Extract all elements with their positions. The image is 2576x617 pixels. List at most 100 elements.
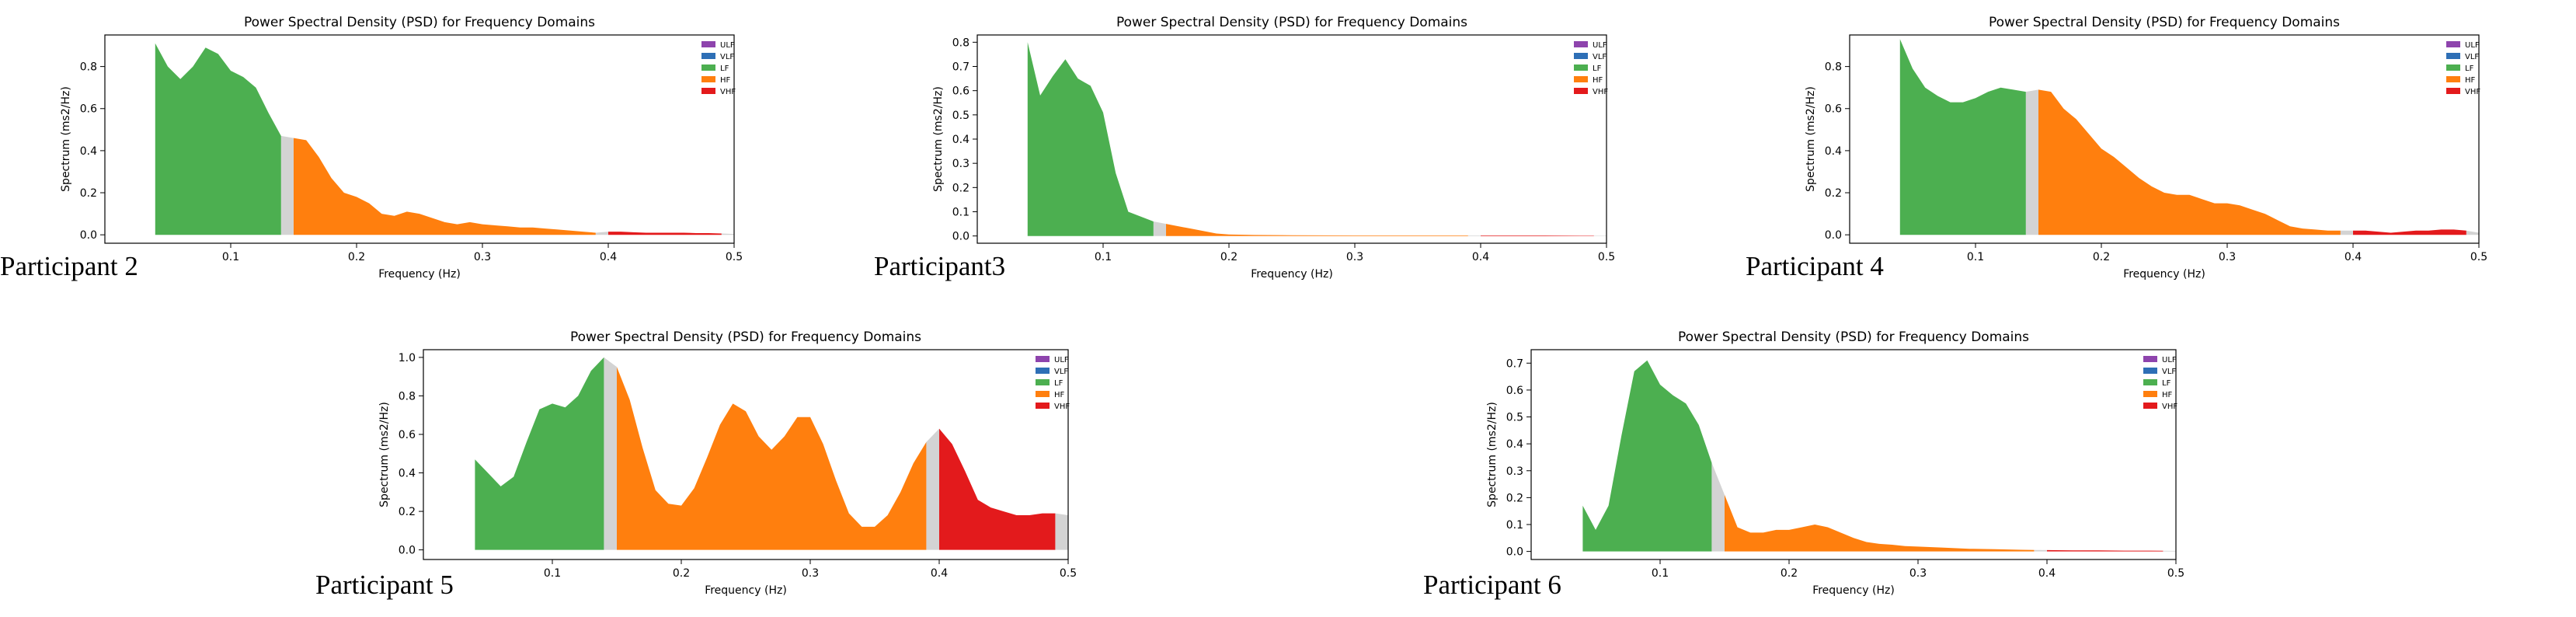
y-tick-label: 0.3: [952, 158, 969, 170]
gap-area-3: [2163, 550, 2176, 552]
axes-frame: [1849, 34, 2480, 244]
x-tick-label: 0.5: [1598, 251, 1615, 263]
legend-label-lf: LF: [2465, 64, 2474, 73]
x-tick-label: 0.3: [2219, 251, 2236, 263]
axes-frame: [423, 349, 1069, 560]
psd-chart-2: 0.1 0.2 0.3 0.4 0.5 0.0 0.1 0.2 0.3 0.4 0.5 0.6 0.7 0…: [932, 15, 1615, 281]
y-tick-label: 0.2: [399, 506, 416, 518]
participant-label-3: Participant3: [874, 251, 1006, 281]
x-axis-label: Frequency (Hz): [705, 584, 787, 597]
y-tick-label: 0.1: [1506, 519, 1523, 532]
x-tick-label: 0.1: [1095, 251, 1112, 263]
participant-label-6: Participant 6: [1423, 570, 1561, 600]
legend-label-vlf: VLF: [2465, 53, 2479, 61]
legend-label-lf: LF: [720, 64, 729, 73]
legend-label-vhf: VHF: [2162, 403, 2177, 411]
x-axis-label: Frequency (Hz): [1812, 584, 1895, 597]
y-tick-label: 0.3: [1506, 465, 1523, 478]
x-tick-label: 0.1: [1967, 251, 1984, 263]
x-tick-label: 0.2: [348, 251, 365, 263]
x-tick-label: 0.5: [1060, 567, 1077, 580]
x-tick-label: 0.4: [2345, 251, 2362, 263]
vhf-band-area: [939, 428, 1056, 550]
x-tick-label: 0.1: [222, 251, 239, 263]
y-tick-label: 0.6: [952, 85, 969, 98]
legend-swatch-vlf: [1574, 53, 1588, 59]
lf-band-area: [475, 357, 604, 550]
y-tick-label: 0.7: [1506, 357, 1523, 370]
y-tick-label: 0.4: [952, 134, 969, 146]
legend-swatch-vlf: [701, 53, 715, 59]
legend: ULF VLF LF HF VHF: [2143, 356, 2177, 411]
legend: ULF VLF LF HF VHF: [701, 41, 736, 96]
x-tick-label: 0.1: [1652, 567, 1669, 580]
y-tick-label: 1.0: [399, 352, 416, 364]
gap-area-1: [2025, 89, 2038, 235]
legend-swatch-hf: [2446, 76, 2460, 82]
x-axis-label: Frequency (Hz): [2123, 268, 2205, 281]
legend-swatch-ulf: [701, 41, 715, 47]
x-tick-label: 0.1: [544, 567, 561, 580]
legend-swatch-vhf: [701, 88, 715, 94]
x-tick-label: 0.3: [1346, 251, 1363, 263]
participant-label-2: Participant 2: [0, 251, 138, 281]
legend-swatch-hf: [1574, 76, 1588, 82]
y-tick-label: 0.0: [952, 231, 969, 243]
x-axis-label: Frequency (Hz): [1251, 268, 1333, 281]
legend-swatch-lf: [701, 64, 715, 71]
gap-area-3: [721, 233, 734, 235]
gap-area-2: [1467, 235, 1481, 236]
gap-area-1: [604, 357, 617, 550]
chart-title: Power Spectral Density (PSD) for Frequen…: [1678, 329, 2029, 345]
y-tick-label: 0.0: [1506, 546, 1523, 559]
legend-label-vhf: VHF: [1054, 403, 1070, 411]
x-tick-label: 0.3: [1909, 567, 1927, 580]
y-tick-label: 0.0: [80, 229, 97, 242]
x-tick-label: 0.4: [600, 251, 617, 263]
lf-band-area: [1899, 39, 2026, 235]
legend-label-ulf: ULF: [1054, 356, 1069, 364]
x-tick-label: 0.3: [474, 251, 491, 263]
legend-swatch-hf: [701, 76, 715, 82]
lf-band-area: [1027, 42, 1154, 236]
y-tick-label: 0.6: [1825, 103, 1842, 116]
y-tick-label: 0.8: [399, 390, 416, 403]
legend: ULF VLF LF HF VHF: [1574, 41, 1608, 96]
axes-frame: [1530, 349, 2177, 560]
legend-swatch-vhf: [1036, 403, 1050, 409]
x-tick-label: 0.2: [1781, 567, 1798, 580]
y-tick-label: 0.7: [952, 61, 969, 74]
y-tick-label: 0.0: [1825, 229, 1842, 242]
legend-label-ulf: ULF: [1593, 41, 1607, 50]
y-tick-label: 0.4: [399, 468, 416, 480]
hf-band-area: [617, 367, 927, 550]
y-tick-label: 0.2: [952, 182, 969, 194]
legend-label-vhf: VHF: [720, 88, 736, 96]
legend-swatch-ulf: [2446, 41, 2460, 47]
gap-area-3: [1055, 513, 1068, 550]
legend-label-vhf: VHF: [2465, 88, 2480, 96]
legend: ULF VLF LF HF VHF: [1036, 356, 1070, 411]
legend-label-vlf: VLF: [1054, 368, 1068, 376]
vhf-band-area: [2353, 229, 2466, 235]
psd-chart-3: 0.1 0.2 0.3 0.4 0.5 0.0 0.2 0.4 0.6 0.8 Power Spec…: [1805, 15, 2487, 281]
y-tick-label: 0.4: [1825, 145, 1842, 158]
y-axis-label: Spectrum (ms2/Hz): [1486, 402, 1499, 507]
x-tick-label: 0.5: [2167, 567, 2184, 580]
y-tick-label: 0.4: [80, 145, 97, 158]
y-axis-label: Spectrum (ms2/Hz): [60, 86, 72, 192]
legend-label-vlf: VLF: [720, 53, 734, 61]
y-tick-label: 0.8: [1825, 61, 1842, 74]
x-tick-label: 0.2: [673, 567, 690, 580]
y-axis-label: Spectrum (ms2/Hz): [1805, 86, 1817, 192]
legend-swatch-lf: [2446, 64, 2460, 71]
legend-swatch-vhf: [2446, 88, 2460, 94]
y-tick-label: 0.8: [80, 61, 97, 74]
legend-label-lf: LF: [2162, 379, 2171, 388]
legend-label-vlf: VLF: [1593, 53, 1607, 61]
legend-label-hf: HF: [1593, 76, 1603, 85]
y-tick-label: 0.6: [1506, 385, 1523, 397]
y-tick-label: 0.0: [399, 545, 416, 557]
x-tick-label: 0.2: [1220, 251, 1238, 263]
